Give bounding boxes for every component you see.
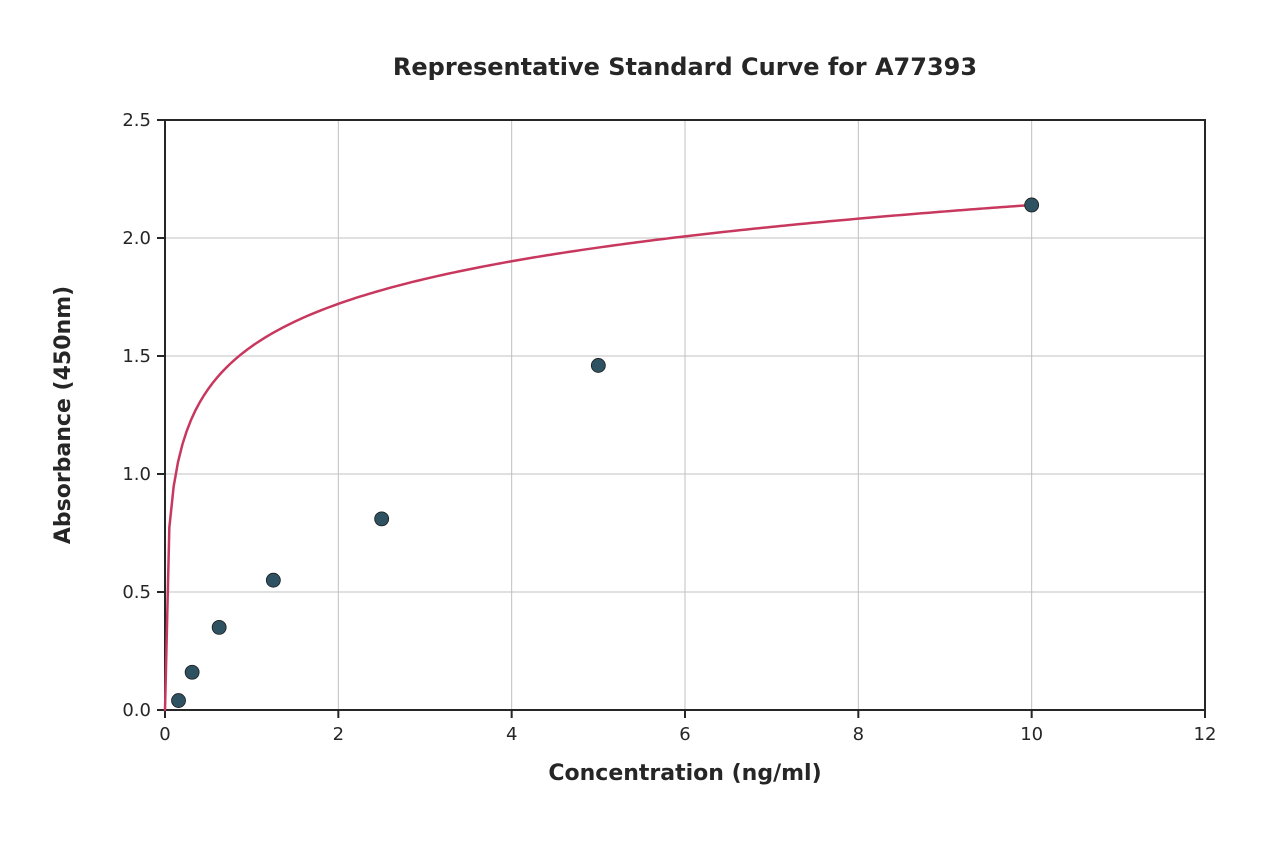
ytick-label: 1.0: [122, 464, 151, 485]
ytick-label: 0.0: [122, 700, 151, 721]
chart-background: [0, 0, 1280, 845]
chart-title: Representative Standard Curve for A77393: [393, 53, 977, 81]
xtick-label: 4: [506, 724, 517, 745]
xtick-label: 0: [159, 724, 170, 745]
data-point: [185, 665, 199, 679]
data-point: [1025, 198, 1039, 212]
data-point: [172, 694, 186, 708]
xtick-label: 10: [1020, 724, 1043, 745]
ytick-label: 0.5: [122, 582, 151, 603]
x-axis-label: Concentration (ng/ml): [548, 761, 821, 786]
xtick-label: 8: [853, 724, 864, 745]
data-point: [212, 620, 226, 634]
data-point: [375, 512, 389, 526]
chart-svg: 0 2 4 6 8 10 12 0.0 0.5 1.0 1.5 2.0 2.5 Representativ…: [0, 0, 1280, 845]
ytick-label: 2.5: [122, 110, 151, 131]
xtick-label: 12: [1194, 724, 1217, 745]
ytick-label: 2.0: [122, 228, 151, 249]
data-point: [266, 573, 280, 587]
xtick-label: 2: [333, 724, 344, 745]
ytick-label: 1.5: [122, 346, 151, 367]
y-axis-label: Absorbance (450nm): [51, 286, 76, 544]
xtick-label: 6: [679, 724, 690, 745]
data-point: [591, 358, 605, 372]
chart-container: 0 2 4 6 8 10 12 0.0 0.5 1.0 1.5 2.0 2.5 Representativ…: [0, 0, 1280, 845]
